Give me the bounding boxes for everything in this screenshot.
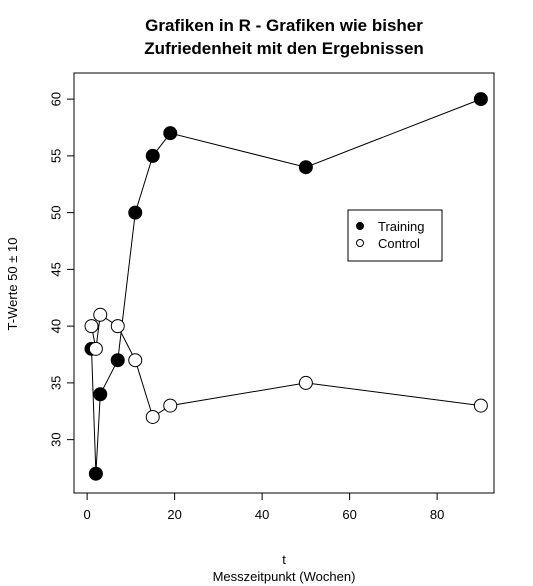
legend-box — [347, 209, 443, 262]
x-tick-label: 0 — [84, 507, 91, 522]
legend-label-training: Training — [378, 219, 424, 234]
legend-marker-control — [356, 239, 364, 247]
y-axis: 30 35 40 45 50 55 60 — [48, 92, 74, 447]
data-point-control — [298, 375, 313, 390]
series-line-control — [91, 313, 481, 418]
chart-title: Grafiken in R - Grafiken wie bisher — [145, 16, 423, 35]
data-point-control — [128, 353, 143, 368]
data-point-control — [88, 341, 103, 356]
y-tick-label: 50 — [48, 205, 63, 219]
data-point-training — [145, 148, 160, 163]
data-point-control — [93, 307, 108, 322]
x-axis-label-secondary: Messzeitpunkt (Wochen) — [213, 569, 356, 584]
data-point-control — [110, 319, 125, 334]
x-tick-label: 80 — [430, 507, 444, 522]
y-tick-label: 60 — [48, 92, 63, 106]
series-layer — [84, 92, 488, 481]
y-tick-label: 55 — [48, 149, 63, 163]
x-axis-label: t — [282, 552, 286, 567]
data-point-control — [163, 398, 178, 413]
data-point-control — [84, 319, 99, 334]
plot-frame — [73, 72, 495, 494]
data-point-control — [145, 409, 160, 424]
y-tick-label: 35 — [48, 376, 63, 390]
x-tick-label: 60 — [342, 507, 356, 522]
data-point-training — [128, 205, 143, 220]
x-tick-label: 40 — [255, 507, 269, 522]
data-point-training — [88, 466, 103, 481]
data-point-training — [473, 92, 488, 107]
data-point-training — [163, 126, 178, 141]
data-point-control — [473, 398, 488, 413]
legend-label-control: Control — [378, 236, 420, 251]
chart-subtitle: Zufriedenheit mit den Ergebnissen — [144, 39, 424, 58]
data-point-training — [93, 387, 108, 402]
y-tick-label: 30 — [48, 432, 63, 446]
y-tick-label: 45 — [48, 262, 63, 276]
legend-marker-training — [356, 222, 364, 230]
x-tick-label: 20 — [167, 507, 181, 522]
legend: Training Control — [347, 209, 443, 262]
data-point-training — [298, 160, 313, 175]
y-axis-label: T-Werte 50 ± 10 — [5, 238, 20, 331]
y-tick-label: 40 — [48, 319, 63, 333]
data-point-training — [110, 353, 125, 368]
x-axis: 0 20 40 60 80 — [84, 493, 444, 522]
